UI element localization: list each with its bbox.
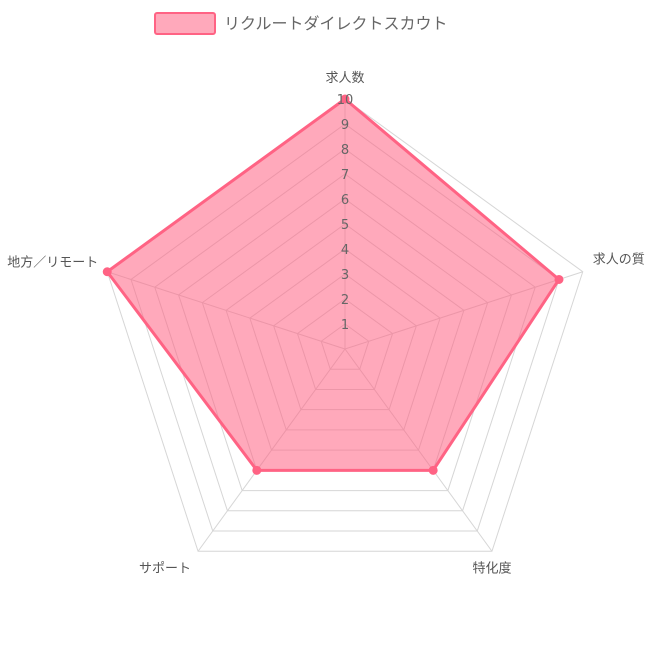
data-point-2[interactable] bbox=[554, 274, 564, 284]
axis-label-4: サポート bbox=[139, 561, 191, 576]
data-point-5[interactable] bbox=[102, 267, 112, 277]
data-point-4[interactable] bbox=[252, 465, 262, 475]
tick-label-10: 10 bbox=[337, 93, 354, 108]
legend[interactable]: リクルートダイレクトスカウト bbox=[154, 12, 448, 35]
axis-label-1: 求人数 bbox=[325, 71, 364, 86]
tick-label-3: 3 bbox=[341, 268, 349, 283]
series-area-1 bbox=[105, 97, 561, 472]
tick-label-1: 1 bbox=[341, 318, 349, 333]
axis-label-2: 求人の質 bbox=[593, 253, 645, 268]
tick-label-5: 5 bbox=[341, 218, 349, 233]
tick-label-9: 9 bbox=[341, 118, 349, 133]
tick-label-6: 6 bbox=[341, 193, 349, 208]
legend-label[interactable]: リクルートダイレクトスカウト bbox=[224, 14, 448, 33]
data-point-3[interactable] bbox=[428, 465, 438, 475]
tick-label-2: 2 bbox=[341, 293, 349, 308]
tick-labels: 1 2 3 4 5 6 7 8 9 10 bbox=[337, 93, 354, 333]
axis-label-3: 特化度 bbox=[472, 560, 511, 576]
legend-swatch[interactable] bbox=[154, 12, 216, 35]
tick-label-4: 4 bbox=[341, 243, 349, 258]
tick-label-7: 7 bbox=[341, 168, 349, 183]
data-point-1[interactable] bbox=[340, 94, 350, 104]
axis-label-5: 地方／リモート bbox=[7, 255, 98, 271]
series-layer bbox=[102, 94, 564, 475]
tick-label-8: 8 bbox=[341, 143, 349, 158]
